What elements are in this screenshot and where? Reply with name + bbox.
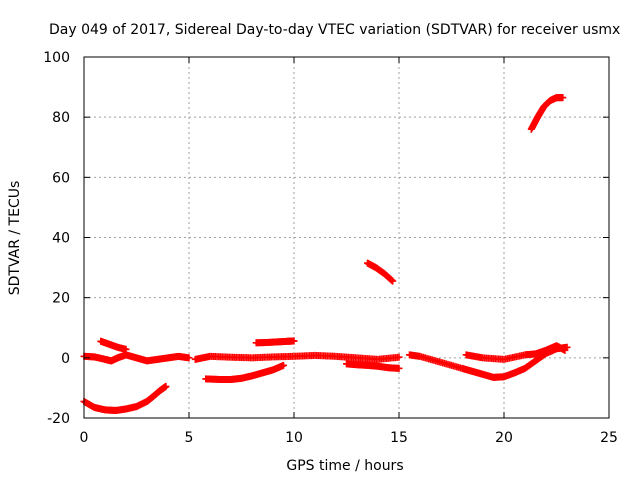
data-point: [162, 382, 170, 390]
data-point: [280, 361, 287, 369]
series-track-8: [364, 259, 397, 285]
ticks: 0 5 10 15 20 25 -20 0 20 40 60 80 100: [43, 50, 618, 446]
y-tick-label: 80: [52, 110, 70, 126]
y-tick-label: 60: [52, 170, 70, 186]
y-axis-label: SDTVAR / TECUs: [7, 181, 23, 296]
x-tick-label: 0: [80, 430, 89, 446]
x-tick-label: 25: [600, 430, 618, 446]
series-track-1: [80, 351, 193, 365]
series-track-4: [191, 351, 403, 363]
series-track-2: [80, 382, 170, 414]
data-point: [185, 354, 193, 362]
data-point: [559, 94, 567, 102]
y-tick-label: 0: [61, 351, 70, 367]
x-tick-label: 20: [495, 430, 513, 446]
data-point: [290, 337, 298, 345]
y-tick-label: 40: [52, 231, 70, 247]
data-point: [561, 346, 569, 354]
series-track-7: [343, 360, 403, 372]
series-track-3: [97, 337, 130, 353]
x-tick-label: 10: [285, 430, 303, 446]
y-tick-label: 100: [43, 50, 70, 66]
series-track-10: [462, 342, 569, 363]
series-track-5: [202, 361, 287, 383]
y-tick-label: 20: [52, 291, 70, 307]
data-point: [395, 364, 403, 372]
data-points: [80, 94, 571, 414]
data-point: [122, 345, 130, 353]
chart-title: Day 049 of 2017, Sidereal Day-to-day VTE…: [49, 22, 620, 38]
y-tick-label: -20: [47, 411, 70, 427]
x-axis-label: GPS time / hours: [286, 458, 403, 474]
x-tick-label: 15: [390, 430, 408, 446]
series-track-11: [527, 94, 567, 133]
x-tick-label: 5: [185, 430, 194, 446]
data-point: [389, 277, 397, 285]
series-track-6: [252, 337, 298, 347]
data-point: [395, 353, 403, 361]
